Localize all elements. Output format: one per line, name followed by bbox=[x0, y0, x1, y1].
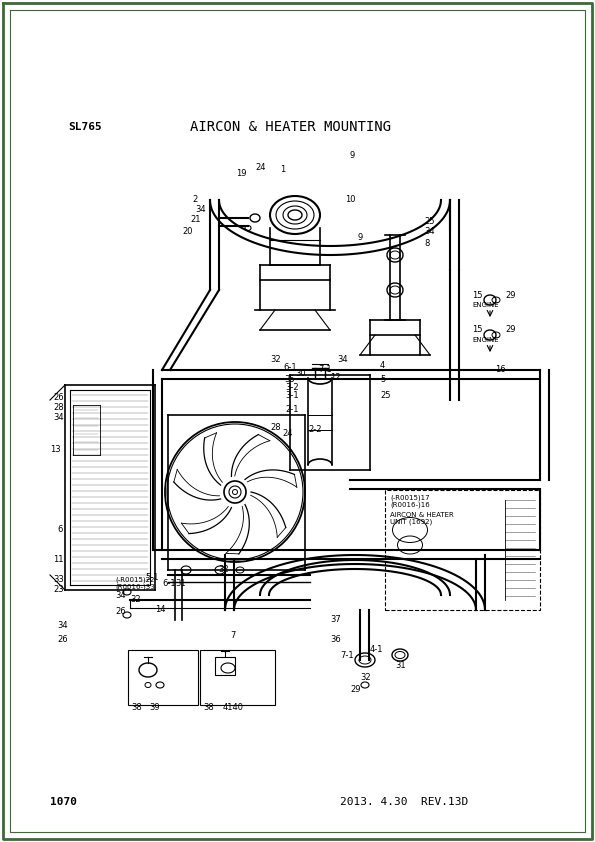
Text: 25: 25 bbox=[424, 217, 434, 226]
Bar bbox=[128, 650, 198, 705]
Text: 29: 29 bbox=[505, 291, 515, 301]
Text: 21: 21 bbox=[190, 216, 201, 225]
Text: 26: 26 bbox=[115, 607, 126, 616]
Text: 8: 8 bbox=[424, 239, 430, 248]
Text: 38: 38 bbox=[203, 704, 214, 712]
Text: 23: 23 bbox=[53, 585, 64, 594]
Text: 24: 24 bbox=[255, 163, 265, 173]
Text: 11: 11 bbox=[53, 556, 64, 564]
Bar bbox=[215, 657, 235, 675]
Text: 24: 24 bbox=[282, 429, 293, 438]
Text: 32: 32 bbox=[360, 674, 371, 683]
Text: 34: 34 bbox=[337, 355, 347, 365]
Text: 36: 36 bbox=[330, 636, 341, 644]
Text: 32: 32 bbox=[270, 355, 281, 365]
Text: 31: 31 bbox=[175, 578, 186, 588]
Text: 34: 34 bbox=[53, 413, 64, 423]
Text: 7-1: 7-1 bbox=[318, 365, 331, 375]
Text: 15: 15 bbox=[472, 291, 483, 301]
Text: AIRCON & HEATER: AIRCON & HEATER bbox=[390, 512, 454, 518]
Text: 15: 15 bbox=[472, 326, 483, 334]
Text: 9: 9 bbox=[358, 233, 363, 242]
Text: 2013. 4.30  REV.13D: 2013. 4.30 REV.13D bbox=[340, 797, 468, 807]
Text: 2: 2 bbox=[192, 195, 198, 205]
Text: 4-1: 4-1 bbox=[370, 646, 384, 654]
Text: 9: 9 bbox=[350, 151, 355, 159]
Text: 5: 5 bbox=[380, 376, 385, 385]
Text: 6: 6 bbox=[57, 525, 62, 535]
Text: 29: 29 bbox=[505, 326, 515, 334]
Text: 5-1: 5-1 bbox=[145, 573, 158, 583]
Text: 28: 28 bbox=[53, 403, 64, 413]
Text: (R0016-)16: (R0016-)16 bbox=[390, 502, 430, 509]
Text: 3-1: 3-1 bbox=[285, 392, 299, 401]
Text: 29: 29 bbox=[350, 685, 361, 695]
Text: 26: 26 bbox=[53, 393, 64, 402]
Text: 4: 4 bbox=[380, 360, 385, 370]
Text: AIRCON & HEATER MOUNTING: AIRCON & HEATER MOUNTING bbox=[190, 120, 391, 134]
Text: 34: 34 bbox=[115, 591, 126, 600]
Text: 3-2: 3-2 bbox=[285, 383, 299, 392]
Text: (-R0015)22: (-R0015)22 bbox=[115, 577, 154, 584]
Text: (-R0015)17: (-R0015)17 bbox=[390, 495, 430, 501]
Text: ENGINE: ENGINE bbox=[472, 302, 499, 308]
Text: 20: 20 bbox=[182, 227, 193, 237]
Text: SL765: SL765 bbox=[68, 122, 102, 132]
Text: UNIT (1692): UNIT (1692) bbox=[390, 519, 432, 525]
Text: 19: 19 bbox=[236, 168, 246, 178]
Bar bbox=[385, 490, 540, 610]
Text: 4140: 4140 bbox=[223, 704, 244, 712]
Bar bbox=[200, 650, 275, 705]
Text: (R0016-)33: (R0016-)33 bbox=[115, 584, 155, 590]
Text: 35: 35 bbox=[284, 376, 295, 385]
Text: 2-2: 2-2 bbox=[308, 425, 321, 434]
Text: 14: 14 bbox=[155, 605, 165, 615]
Text: 16: 16 bbox=[495, 365, 506, 375]
Text: 1070: 1070 bbox=[50, 797, 77, 807]
Text: 34: 34 bbox=[424, 227, 434, 237]
Text: ENGINE: ENGINE bbox=[472, 337, 499, 343]
Text: 10: 10 bbox=[345, 195, 355, 205]
Text: 31: 31 bbox=[395, 660, 406, 669]
Text: 6-1: 6-1 bbox=[283, 363, 297, 371]
Text: 6-1: 6-1 bbox=[162, 578, 176, 588]
Text: 12: 12 bbox=[330, 374, 340, 382]
Text: 38: 38 bbox=[131, 704, 142, 712]
Text: 26: 26 bbox=[57, 636, 68, 644]
Text: 34: 34 bbox=[195, 205, 206, 215]
Text: 7-1: 7-1 bbox=[340, 651, 353, 659]
Text: 37: 37 bbox=[330, 616, 341, 625]
Text: 25: 25 bbox=[380, 391, 390, 399]
Text: 33: 33 bbox=[53, 575, 64, 584]
Text: 32: 32 bbox=[218, 566, 228, 574]
Text: 7: 7 bbox=[230, 631, 236, 640]
Text: 28: 28 bbox=[270, 424, 281, 433]
Text: 13: 13 bbox=[50, 445, 61, 455]
Text: 1: 1 bbox=[280, 166, 285, 174]
Text: 34: 34 bbox=[57, 621, 68, 630]
Text: 32: 32 bbox=[130, 595, 140, 605]
Text: 39: 39 bbox=[149, 704, 159, 712]
Text: 2-1: 2-1 bbox=[285, 406, 299, 414]
Text: 30: 30 bbox=[295, 369, 306, 377]
